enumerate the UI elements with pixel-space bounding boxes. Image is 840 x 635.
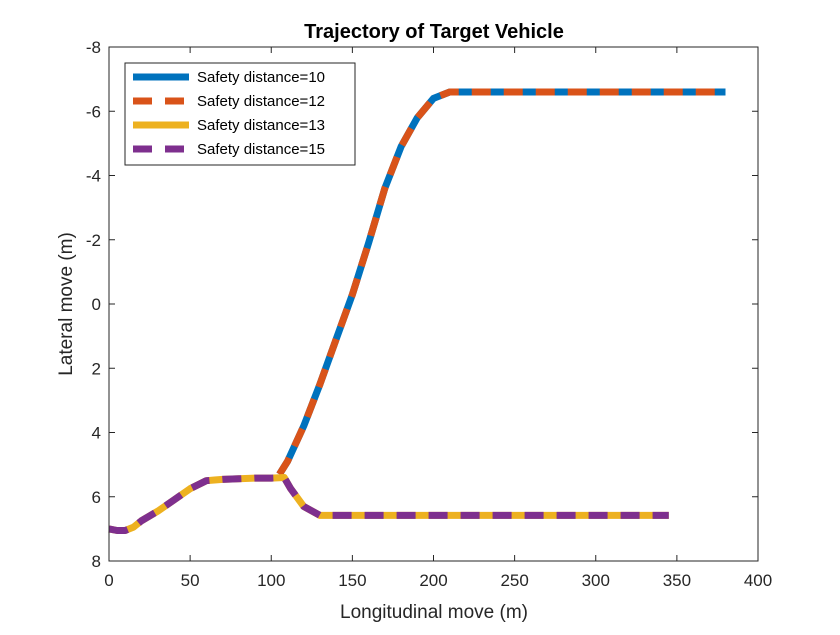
- axes: 0 50 100 150 200 250 300 350 400 -8 -6 -4 -2 0 2 4 6 8: [86, 38, 772, 590]
- x-tick-label: 300: [582, 571, 610, 590]
- y-tick-label: 4: [92, 424, 101, 443]
- series-line-2: [276, 88, 726, 477]
- x-tick-label: 250: [500, 571, 528, 590]
- y-tick-label: 0: [92, 295, 101, 314]
- y-tick-label: -6: [86, 102, 101, 121]
- series-line-4: [108, 474, 669, 534]
- y-tick-label: 8: [92, 552, 101, 571]
- x-axis-label: Longitudinal move (m): [340, 602, 528, 623]
- x-tick-label: 100: [257, 571, 285, 590]
- y-tick-label: 2: [92, 359, 101, 378]
- y-tick-label: -4: [86, 167, 101, 186]
- y-tick-label: -8: [86, 38, 101, 57]
- y-axis-label: Lateral move (m): [56, 232, 77, 376]
- legend-label-4: Safety distance=15: [197, 141, 325, 158]
- x-tick-label: 350: [663, 571, 691, 590]
- legend-label-2: Safety distance=12: [197, 93, 325, 110]
- legend-label-1: Safety distance=10: [197, 69, 325, 86]
- y-tick-label: 6: [92, 488, 101, 507]
- x-tick-label: 50: [181, 571, 200, 590]
- x-tick-label: 0: [104, 571, 113, 590]
- plot-area: [108, 88, 726, 534]
- chart-title: Trajectory of Target Vehicle: [304, 21, 564, 43]
- x-tick-label: 150: [338, 571, 366, 590]
- legend: Safety distance=10 Safety distance=12 Safe…: [124, 62, 356, 166]
- x-tick-label: 200: [419, 571, 447, 590]
- y-tick-label: -2: [86, 231, 101, 250]
- legend-label-3: Safety distance=13: [197, 117, 325, 134]
- x-tick-label: 400: [744, 571, 772, 590]
